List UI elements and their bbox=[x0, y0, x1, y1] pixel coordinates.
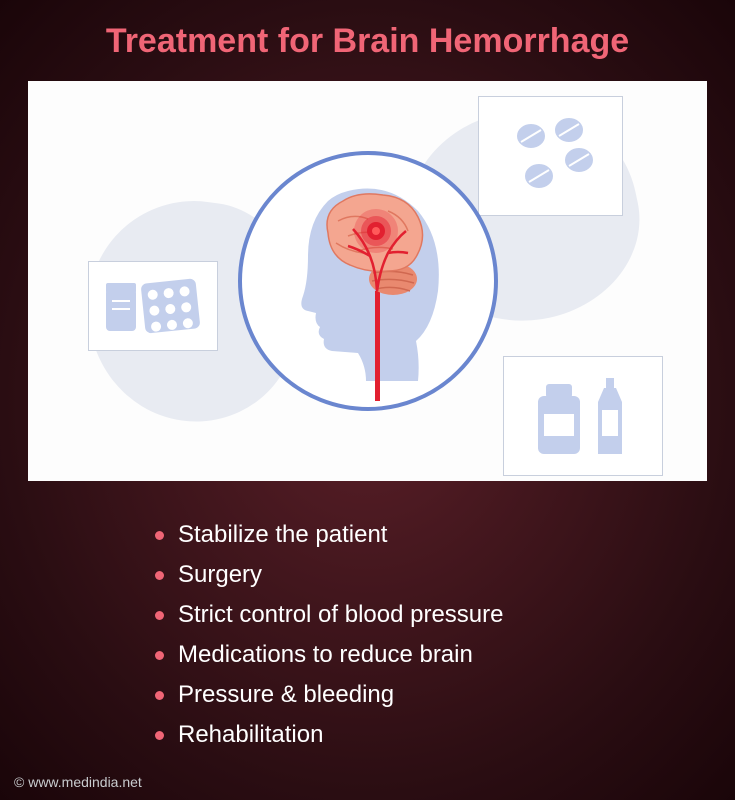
bullet-icon bbox=[155, 731, 164, 740]
pills-blister-box bbox=[88, 261, 218, 351]
pills-blister-icon bbox=[98, 271, 208, 341]
item-text: Pressure & bleeding bbox=[178, 681, 394, 709]
item-text: Surgery bbox=[178, 561, 262, 589]
bottles-icon bbox=[518, 366, 648, 466]
illustration-area bbox=[28, 81, 707, 481]
bullet-icon bbox=[155, 691, 164, 700]
footer-credit: © www.medindia.net bbox=[14, 774, 142, 790]
list-item: Stabilize the patient bbox=[155, 521, 735, 549]
treatment-list: Stabilize the patient Surgery Strict con… bbox=[0, 481, 735, 749]
item-text: Stabilize the patient bbox=[178, 521, 387, 549]
list-item: Pressure & bleeding bbox=[155, 681, 735, 709]
bullet-icon bbox=[155, 651, 164, 660]
page-title: Treatment for Brain Hemorrhage bbox=[0, 0, 735, 81]
bullet-icon bbox=[155, 611, 164, 620]
list-item: Surgery bbox=[155, 561, 735, 589]
item-text: Strict control of blood pressure bbox=[178, 601, 504, 629]
bullet-icon bbox=[155, 531, 164, 540]
head-brain-icon bbox=[258, 161, 478, 401]
tablets-box bbox=[478, 96, 623, 216]
bottles-box bbox=[503, 356, 663, 476]
tablets-icon bbox=[491, 106, 611, 206]
list-item: Rehabilitation bbox=[155, 721, 735, 749]
item-text: Medications to reduce brain bbox=[178, 641, 473, 669]
list-item: Medications to reduce brain bbox=[155, 641, 735, 669]
bullet-icon bbox=[155, 571, 164, 580]
item-text: Rehabilitation bbox=[178, 721, 323, 749]
list-item: Strict control of blood pressure bbox=[155, 601, 735, 629]
center-circle bbox=[238, 151, 498, 411]
